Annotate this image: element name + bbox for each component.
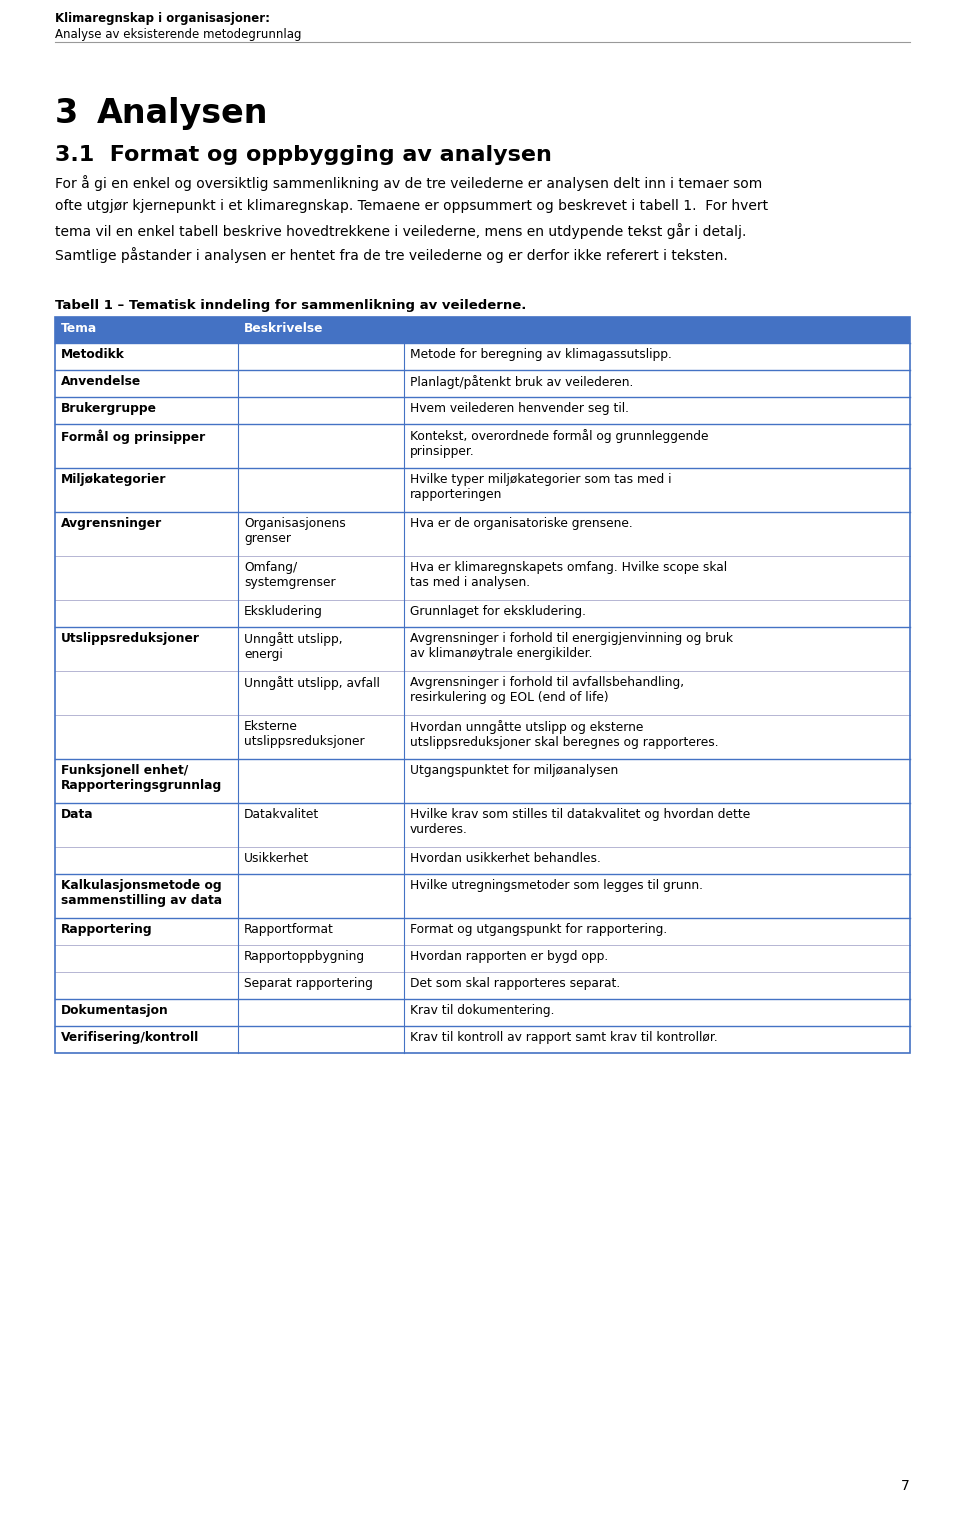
Text: Format og utgangspunkt for rapportering.: Format og utgangspunkt for rapportering. bbox=[410, 923, 667, 937]
Bar bbox=[55, 999, 910, 1026]
Bar bbox=[55, 803, 910, 847]
Text: Verifisering/kontroll: Verifisering/kontroll bbox=[61, 1031, 200, 1044]
Text: Funksjonell enhet/
Rapporteringsgrunnlag: Funksjonell enhet/ Rapporteringsgrunnlag bbox=[61, 764, 223, 792]
Text: Eksterne
utslippsreduksjoner: Eksterne utslippsreduksjoner bbox=[244, 720, 365, 748]
Bar bbox=[55, 370, 910, 398]
Text: Data: Data bbox=[61, 808, 94, 821]
Text: tema vil en enkel tabell beskrive hovedtrekkene i veilederne, mens en utdypende : tema vil en enkel tabell beskrive hovedt… bbox=[55, 223, 746, 238]
Bar bbox=[55, 671, 910, 715]
Text: Usikkerhet: Usikkerhet bbox=[244, 852, 309, 865]
Bar bbox=[55, 424, 910, 468]
Text: Hvem veilederen henvender seg til.: Hvem veilederen henvender seg til. bbox=[410, 402, 629, 414]
Text: Det som skal rapporteres separat.: Det som skal rapporteres separat. bbox=[410, 978, 620, 990]
Text: 3.1  Format og oppbygging av analysen: 3.1 Format og oppbygging av analysen bbox=[55, 146, 552, 165]
Text: Avgrensninger i forhold til avfallsbehandling,
resirkulering og EOL (end of life: Avgrensninger i forhold til avfallsbehan… bbox=[410, 676, 684, 704]
Text: Tabell 1 – Tematisk inndeling for sammenlikning av veilederne.: Tabell 1 – Tematisk inndeling for sammen… bbox=[55, 299, 526, 313]
Text: Hvordan usikkerhet behandles.: Hvordan usikkerhet behandles. bbox=[410, 852, 601, 865]
Text: Hvilke krav som stilles til datakvalitet og hvordan dette
vurderes.: Hvilke krav som stilles til datakvalitet… bbox=[410, 808, 751, 836]
Text: Ekskludering: Ekskludering bbox=[244, 606, 323, 618]
Text: Hvordan unngåtte utslipp og eksterne
utslippsreduksjoner skal beregnes og rappor: Hvordan unngåtte utslipp og eksterne uts… bbox=[410, 720, 719, 748]
Text: Avgrensninger: Avgrensninger bbox=[61, 518, 162, 530]
Bar bbox=[55, 847, 910, 874]
Text: Brukergruppe: Brukergruppe bbox=[61, 402, 157, 414]
Text: Separat rapportering: Separat rapportering bbox=[244, 978, 372, 990]
Text: Metodikk: Metodikk bbox=[61, 348, 125, 361]
Bar bbox=[55, 556, 910, 600]
Bar bbox=[55, 600, 910, 627]
Text: Hvilke utregningsmetoder som legges til grunn.: Hvilke utregningsmetoder som legges til … bbox=[410, 879, 703, 893]
Text: Avgrensninger i forhold til energigjenvinning og bruk
av klimanøytrale energikil: Avgrensninger i forhold til energigjenvi… bbox=[410, 631, 733, 660]
Text: Formål og prinsipper: Formål og prinsipper bbox=[61, 430, 205, 443]
Text: Hva er klimaregnskapets omfang. Hvilke scope skal
tas med i analysen.: Hva er klimaregnskapets omfang. Hvilke s… bbox=[410, 562, 727, 589]
Text: Dokumentasjon: Dokumentasjon bbox=[61, 1003, 169, 1017]
Text: Hvilke typer miljøkategorier som tas med i
rapporteringen: Hvilke typer miljøkategorier som tas med… bbox=[410, 474, 671, 501]
Text: Analyse av eksisterende metodegrunnlag: Analyse av eksisterende metodegrunnlag bbox=[55, 27, 301, 41]
Text: Unngått utslipp, avfall: Unngått utslipp, avfall bbox=[244, 676, 380, 691]
Text: Utgangspunktet for miljøanalysen: Utgangspunktet for miljøanalysen bbox=[410, 764, 618, 777]
Text: Tema: Tema bbox=[61, 322, 97, 335]
Bar bbox=[55, 918, 910, 946]
Text: Krav til dokumentering.: Krav til dokumentering. bbox=[410, 1003, 555, 1017]
Text: Metode for beregning av klimagassutslipp.: Metode for beregning av klimagassutslipp… bbox=[410, 348, 672, 361]
Text: Grunnlaget for ekskludering.: Grunnlaget for ekskludering. bbox=[410, 606, 586, 618]
Bar bbox=[55, 468, 910, 512]
Text: Miljøkategorier: Miljøkategorier bbox=[61, 474, 166, 486]
Bar bbox=[55, 759, 910, 803]
Text: Krav til kontroll av rapport samt krav til kontrollør.: Krav til kontroll av rapport samt krav t… bbox=[410, 1031, 718, 1044]
Bar bbox=[55, 715, 910, 759]
Text: Rapportoppbygning: Rapportoppbygning bbox=[244, 950, 365, 962]
Text: Beskrivelse: Beskrivelse bbox=[244, 322, 324, 335]
Text: Omfang/
systemgrenser: Omfang/ systemgrenser bbox=[244, 562, 336, 589]
Text: Rapportering: Rapportering bbox=[61, 923, 153, 937]
Bar bbox=[55, 398, 910, 424]
Text: Utslippsreduksjoner: Utslippsreduksjoner bbox=[61, 631, 200, 645]
Text: Unngått utslipp,
energi: Unngått utslipp, energi bbox=[244, 631, 343, 660]
Text: Anvendelse: Anvendelse bbox=[61, 375, 141, 389]
Bar bbox=[55, 1026, 910, 1053]
Text: Samtlige påstander i analysen er hentet fra de tre veilederne og er derfor ikke : Samtlige påstander i analysen er hentet … bbox=[55, 247, 728, 263]
Bar bbox=[55, 317, 910, 343]
Text: 3: 3 bbox=[55, 97, 79, 131]
Bar bbox=[55, 972, 910, 999]
Text: Hvordan rapporten er bygd opp.: Hvordan rapporten er bygd opp. bbox=[410, 950, 609, 962]
Text: Datakvalitet: Datakvalitet bbox=[244, 808, 320, 821]
Text: Analysen: Analysen bbox=[97, 97, 269, 131]
Text: Rapportformat: Rapportformat bbox=[244, 923, 334, 937]
Text: ofte utgjør kjernepunkt i et klimaregnskap. Temaene er oppsummert og beskrevet i: ofte utgjør kjernepunkt i et klimaregnsk… bbox=[55, 199, 768, 213]
Text: 7: 7 bbox=[901, 1479, 910, 1494]
Text: Kontekst, overordnede formål og grunnleggende
prinsipper.: Kontekst, overordnede formål og grunnleg… bbox=[410, 430, 708, 458]
Text: Hva er de organisatoriske grensene.: Hva er de organisatoriske grensene. bbox=[410, 518, 633, 530]
Bar bbox=[55, 627, 910, 671]
Bar bbox=[55, 317, 910, 1053]
Text: Planlagt/påtenkt bruk av veilederen.: Planlagt/påtenkt bruk av veilederen. bbox=[410, 375, 634, 389]
Bar bbox=[55, 343, 910, 370]
Bar bbox=[55, 512, 910, 556]
Text: Organisasjonens
grenser: Organisasjonens grenser bbox=[244, 518, 346, 545]
Text: For å gi en enkel og oversiktlig sammenlikning av de tre veilederne er analysen : For å gi en enkel og oversiktlig sammenl… bbox=[55, 175, 762, 191]
Bar bbox=[55, 946, 910, 972]
Bar bbox=[55, 874, 910, 918]
Text: Kalkulasjonsmetode og
sammenstilling av data: Kalkulasjonsmetode og sammenstilling av … bbox=[61, 879, 222, 906]
Text: Klimaregnskap i organisasjoner:: Klimaregnskap i organisasjoner: bbox=[55, 12, 270, 24]
